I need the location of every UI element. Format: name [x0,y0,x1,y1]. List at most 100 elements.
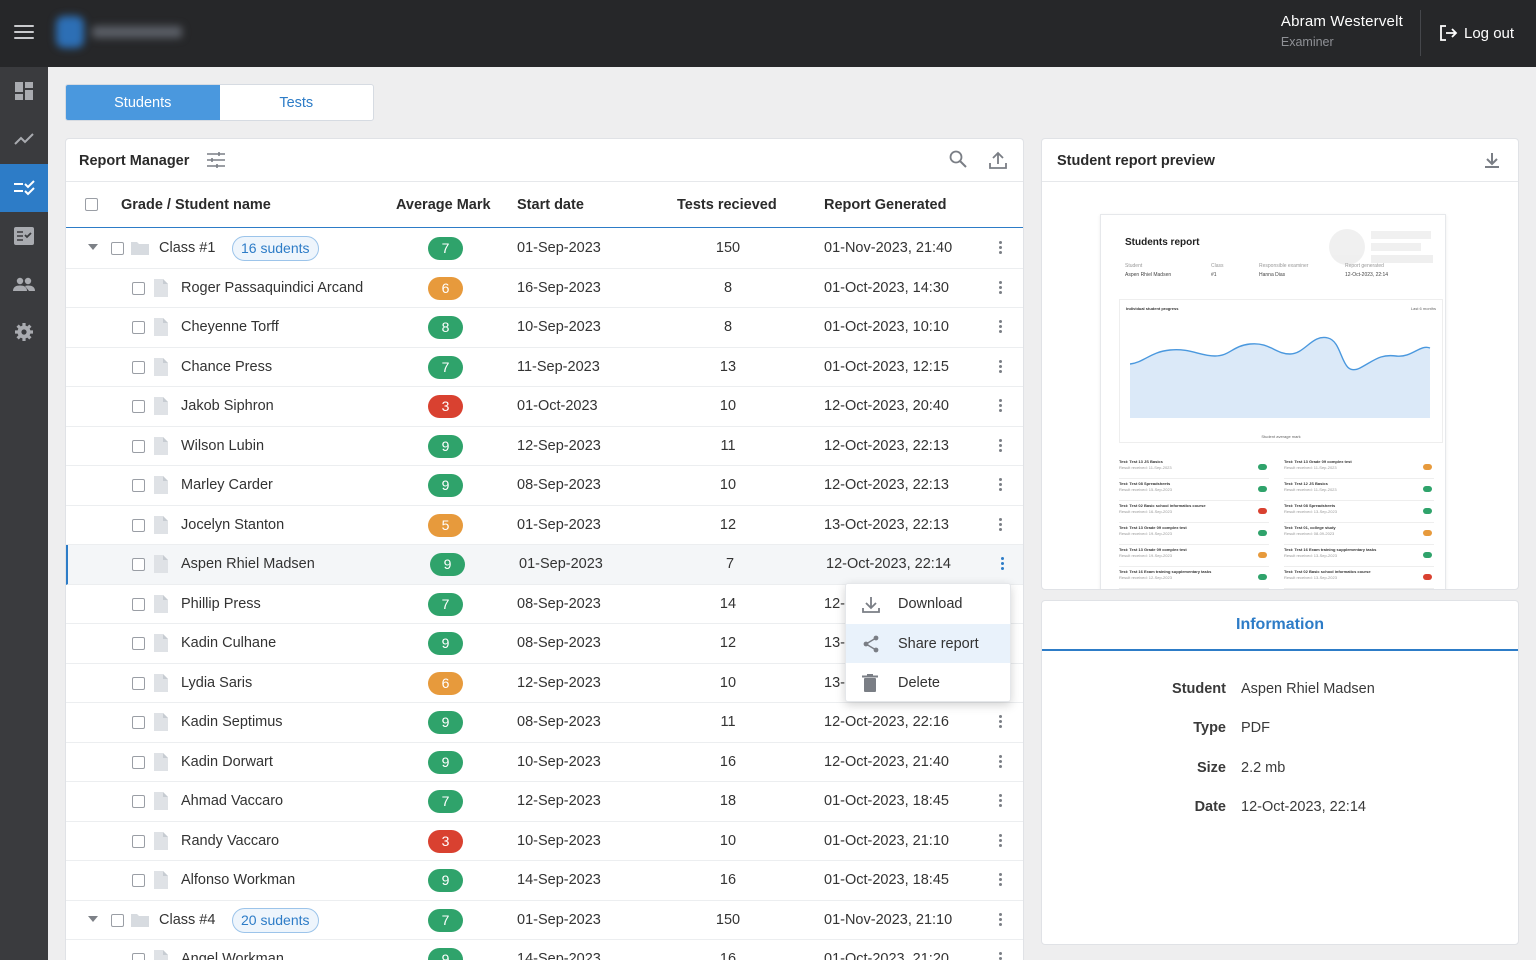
more-options-icon[interactable] [995,476,1005,496]
doc-mark-dot [1258,508,1267,514]
more-options-icon[interactable] [995,239,1005,259]
table-header: Grade / Student name Average Mark Start … [66,182,1023,228]
row-checkbox[interactable] [132,439,145,453]
tab-students[interactable]: Students [66,85,220,120]
row-checkbox[interactable] [132,321,145,334]
student-row[interactable]: Kadin Dorwart 9 10-Sep-2023 16 12-Oct-2023, … [66,743,1023,782]
average-mark-badge: 7 [428,355,463,379]
student-row[interactable]: Roger Passaquindici Arcand 6 16-Sep-2023 8 0… [66,269,1023,308]
doc-meta-class: Class #1 [1211,263,1224,278]
row-checkbox[interactable] [132,281,145,295]
more-options-icon[interactable] [995,279,1005,299]
tests-received: 16 [719,753,737,770]
expand-chevron-icon[interactable] [88,244,98,250]
row-checkbox[interactable] [132,795,145,808]
analytics-nav[interactable] [0,115,48,163]
document-icon [154,950,168,960]
student-row[interactable]: Ahmad Vaccaro 7 12-Sep-2023 18 01-Oct-2023, … [66,782,1023,822]
row-checkbox[interactable] [132,834,145,848]
student-name: Wilson Lubin [181,437,265,454]
student-row[interactable]: Wilson Lubin 9 12-Sep-2023 11 12-Oct-2023, 2… [66,427,1023,466]
report-document-thumbnail[interactable]: Students report Student Aspen Rhiel Madse… [1100,214,1446,589]
more-options-icon[interactable] [995,792,1005,812]
col-average-mark[interactable]: Average Mark [396,197,491,213]
row-checkbox[interactable] [132,676,145,690]
student-row[interactable]: Kadin Culhane 9 08-Sep-2023 12 13- [66,624,1023,664]
students-nav[interactable] [0,260,48,308]
menu-download[interactable]: Download [846,584,1010,623]
select-all-checkbox[interactable] [85,198,98,211]
row-checkbox[interactable] [132,400,145,413]
more-options-icon[interactable] [997,555,1007,575]
more-options-icon[interactable] [995,516,1005,536]
more-options-icon[interactable] [995,713,1005,733]
average-mark-badge: 3 [428,829,463,853]
class-row[interactable]: Class #4 20 sudents 7 01-Sep-2023 150 01-Nov-… [66,901,1023,940]
row-checkbox[interactable] [111,913,124,927]
expand-chevron-icon[interactable] [88,915,98,922]
row-checkbox[interactable] [132,874,145,887]
tests-received: 8 [723,319,733,335]
tests-received: 10 [719,674,737,691]
menu-delete[interactable]: Delete [846,663,1010,702]
student-row[interactable]: Jocelyn Stanton 5 01-Sep-2023 12 13-Oct-2023… [66,506,1023,545]
more-options-icon[interactable] [995,753,1005,773]
row-checkbox[interactable] [111,242,124,255]
tests-received: 150 [715,911,741,928]
student-row[interactable]: Aspen Rhiel Madsen 9 01-Sep-2023 7 12-Oct-20… [66,545,1023,585]
col-tests-received[interactable]: Tests recieved [677,197,777,213]
reports-nav[interactable] [0,164,48,212]
more-options-icon[interactable] [995,397,1005,417]
student-row[interactable]: Phillip Press 7 08-Sep-2023 14 12- [66,585,1023,624]
student-row[interactable]: Angel Workman 9 14-Sep-2023 16 01-Oct-2023, … [66,940,1023,960]
row-checkbox[interactable] [132,597,145,611]
student-row[interactable]: Chance Press 7 11-Sep-2023 13 01-Oct-2023, 1… [66,348,1023,387]
share-icon [863,635,879,652]
student-row[interactable]: Marley Carder 9 08-Sep-2023 10 12-Oct-2023, … [66,466,1023,506]
row-checkbox[interactable] [132,558,145,571]
tab-tests[interactable]: Tests [279,94,314,111]
search-icon[interactable] [949,150,967,168]
row-checkbox[interactable] [132,953,145,960]
filter-sliders-icon[interactable] [207,152,225,168]
student-row[interactable]: Lydia Saris 6 12-Sep-2023 10 13- [66,664,1023,703]
col-student-name[interactable]: Grade / Student name [121,197,271,213]
student-name: Marley Carder [181,477,273,493]
student-row[interactable]: Alfonso Workman 9 14-Sep-2023 16 01-Oct-2023… [66,861,1023,901]
more-options-icon[interactable] [995,318,1005,338]
doc-test-item: Test: Test 13 JS Basics Result received: … [1119,459,1269,479]
row-checkbox[interactable] [132,518,145,532]
col-start-date[interactable]: Start date [517,197,584,213]
more-options-icon[interactable] [995,911,1005,931]
class-row[interactable]: Class #1 16 sudents 7 01-Sep-2023 150 01-Nov-… [66,229,1023,269]
upload-icon[interactable] [989,151,1007,169]
logout-label: Log out [1464,24,1515,42]
dashboard-nav[interactable] [0,67,48,115]
row-checkbox[interactable] [132,755,145,769]
row-checkbox[interactable] [132,360,145,374]
information-tab[interactable]: Information [1042,601,1518,651]
student-row[interactable]: Cheyenne Torff 8 10-Sep-2023 8 01-Oct-2023, … [66,308,1023,348]
grades-nav[interactable] [0,212,48,260]
more-options-icon[interactable] [995,871,1005,891]
more-options-icon[interactable] [995,832,1005,852]
row-checkbox[interactable] [132,479,145,492]
row-checkbox[interactable] [132,716,145,729]
more-options-icon[interactable] [995,950,1005,960]
more-options-icon[interactable] [995,437,1005,457]
logout-button[interactable]: Log out [1438,23,1514,43]
download-icon[interactable] [1484,152,1500,169]
average-mark-badge: 9 [428,750,463,774]
student-name: Kadin Dorwart [181,753,273,770]
row-checkbox[interactable] [132,637,145,650]
col-report-generated[interactable]: Report Generated [824,197,947,213]
report-generated: 01-Oct-2023, 18:45 [824,793,949,809]
student-row[interactable]: Jakob Siphron 3 01-Oct-2023 10 12-Oct-2023, … [66,387,1023,427]
tests-received: 10 [719,398,737,414]
student-row[interactable]: Randy Vaccaro 3 10-Sep-2023 10 01-Oct-2023, … [66,822,1023,861]
student-row[interactable]: Kadin Septimus 9 08-Sep-2023 11 12-Oct-2023,… [66,703,1023,743]
settings-nav[interactable] [0,308,48,356]
menu-icon[interactable] [14,25,34,41]
more-options-icon[interactable] [995,358,1005,378]
menu-share-report[interactable]: Share report [846,624,1010,663]
